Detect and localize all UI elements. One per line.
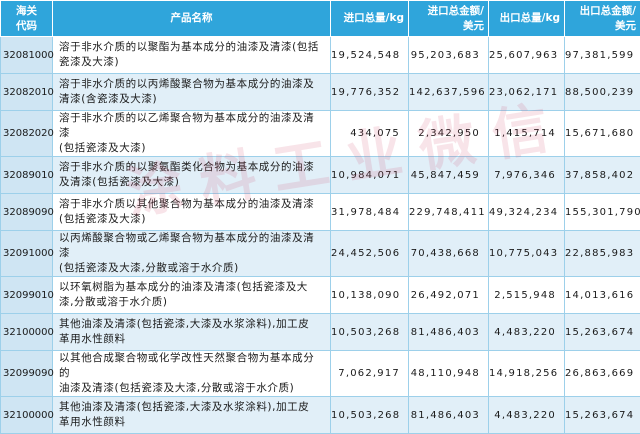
export-volume-cell: 2,515,948 (489, 277, 565, 314)
import-value-cell: 95,203,683 (409, 37, 489, 74)
product-name-cell: 溶于非水介质的以聚氨酯类化合物为基本成分的油漆 及清漆(包括瓷漆及大漆) (53, 157, 331, 194)
import-value-cell: 81,486,403 (409, 397, 489, 434)
import-value-cell: 81,486,403 (409, 314, 489, 351)
import-volume-cell: 24,452,506 (331, 231, 409, 277)
import-volume-cell: 7,062,917 (331, 351, 409, 397)
import-volume-cell: 10,503,268 (331, 397, 409, 434)
import-volume-cell: 19,776,352 (331, 74, 409, 111)
export-value-cell: 15,263,674 (565, 397, 640, 434)
product-name-cell: 以其他合成聚合物或化学改性天然聚合物为基本成分的 油漆及清漆(包括瓷漆及大漆,分… (53, 351, 331, 397)
export-value-cell: 26,863,669 (565, 351, 640, 397)
product-name-cell: 溶于非水介质的以乙烯聚合物为基本成分的油漆及清漆 (包括瓷漆及大漆) (53, 111, 331, 157)
header-export-volume: 出口总量/kg (489, 1, 565, 37)
export-volume-cell: 14,918,256 (489, 351, 565, 397)
import-value-cell: 2,342,950 (409, 111, 489, 157)
export-value-cell: 37,858,402 (565, 157, 640, 194)
table-row: 32099010 以环氧树脂为基本成分的油漆及清漆(包括瓷漆及大 漆,分散或溶于… (1, 277, 640, 314)
header-import-volume: 进口总量/kg (331, 1, 409, 37)
import-volume-cell: 31,978,484 (331, 194, 409, 231)
table-row: 32091000 以丙烯酸聚合物或乙烯聚合物为基本成分的油漆及清漆 (包括瓷漆及… (1, 231, 640, 277)
customs-code-cell: 32100000 (1, 314, 53, 351)
table-row: 32082010 溶于非水介质的以丙烯酸聚合物为基本成分的油漆及 清漆(含瓷漆及… (1, 74, 640, 111)
export-value-cell: 97,381,599 (565, 37, 640, 74)
table-header: 海关 代码 产品名称 进口总量/kg 进口总金额/ 美元 出口总量/kg 出口总… (1, 1, 640, 37)
product-name-cell: 溶于非水介质的以丙烯酸聚合物为基本成分的油漆及 清漆(含瓷漆及大漆) (53, 74, 331, 111)
export-value-cell: 88,500,239 (565, 74, 640, 111)
import-value-cell: 142,637,596 (409, 74, 489, 111)
table-row: 32100000 其他油漆及清漆(包括瓷漆,大漆及水浆涂料),加工皮 革用水性颜… (1, 397, 640, 434)
header-product-name: 产品名称 (53, 1, 331, 37)
import-volume-cell: 19,524,548 (331, 37, 409, 74)
import-volume-cell: 10,138,090 (331, 277, 409, 314)
product-name-cell: 以丙烯酸聚合物或乙烯聚合物为基本成分的油漆及清漆 (包括瓷漆及大漆,分散或溶于水… (53, 231, 331, 277)
product-name-cell: 溶于非水介质的以聚酯为基本成分的油漆及清漆(包括 瓷漆及大漆) (53, 37, 331, 74)
product-name-cell: 以环氧树脂为基本成分的油漆及清漆(包括瓷漆及大 漆,分散或溶于水介质) (53, 277, 331, 314)
table-row: 32082020 溶于非水介质的以乙烯聚合物为基本成分的油漆及清漆 (包括瓷漆及… (1, 111, 640, 157)
header-customs-code: 海关 代码 (1, 1, 53, 37)
customs-code-cell: 32081000 (1, 37, 53, 74)
customs-code-cell: 32091000 (1, 231, 53, 277)
product-name-cell: 溶于非水介质以其他聚合物为基本成分的油漆及清漆 (包括瓷漆及大漆) (53, 194, 331, 231)
header-row: 海关 代码 产品名称 进口总量/kg 进口总金额/ 美元 出口总量/kg 出口总… (1, 1, 640, 37)
export-volume-cell: 25,607,963 (489, 37, 565, 74)
table-body: 32081000 溶于非水介质的以聚酯为基本成分的油漆及清漆(包括 瓷漆及大漆)… (1, 37, 640, 434)
import-value-cell: 229,748,411 (409, 194, 489, 231)
table-row: 32099090 以其他合成聚合物或化学改性天然聚合物为基本成分的 油漆及清漆(… (1, 351, 640, 397)
header-import-value: 进口总金额/ 美元 (409, 1, 489, 37)
export-volume-cell: 4,483,220 (489, 314, 565, 351)
export-volume-cell: 1,415,714 (489, 111, 565, 157)
import-value-cell: 48,110,948 (409, 351, 489, 397)
customs-code-cell: 32100000 (1, 397, 53, 434)
export-value-cell: 14,013,616 (565, 277, 640, 314)
export-volume-cell: 23,062,171 (489, 74, 565, 111)
table-row: 32089090 溶于非水介质以其他聚合物为基本成分的油漆及清漆 (包括瓷漆及大… (1, 194, 640, 231)
import-value-cell: 45,847,459 (409, 157, 489, 194)
export-value-cell: 15,263,674 (565, 314, 640, 351)
import-value-cell: 26,492,071 (409, 277, 489, 314)
import-volume-cell: 10,503,268 (331, 314, 409, 351)
customs-code-cell: 32089010 (1, 157, 53, 194)
export-volume-cell: 7,976,346 (489, 157, 565, 194)
header-export-value: 出口总金额/ 美元 (565, 1, 640, 37)
export-volume-cell: 49,324,234 (489, 194, 565, 231)
export-volume-cell: 10,775,043 (489, 231, 565, 277)
customs-code-cell: 32082010 (1, 74, 53, 111)
import-volume-cell: 10,984,071 (331, 157, 409, 194)
product-name-cell: 其他油漆及清漆(包括瓷漆,大漆及水浆涂料),加工皮 革用水性颜料 (53, 314, 331, 351)
customs-code-cell: 32099010 (1, 277, 53, 314)
customs-code-cell: 32099090 (1, 351, 53, 397)
import-volume-cell: 434,075 (331, 111, 409, 157)
export-volume-cell: 4,483,220 (489, 397, 565, 434)
export-value-cell: 15,671,680 (565, 111, 640, 157)
table-row: 32089010 溶于非水介质的以聚氨酯类化合物为基本成分的油漆 及清漆(包括瓷… (1, 157, 640, 194)
export-value-cell: 22,885,983 (565, 231, 640, 277)
customs-code-cell: 32082020 (1, 111, 53, 157)
import-value-cell: 70,438,668 (409, 231, 489, 277)
customs-code-cell: 32089090 (1, 194, 53, 231)
table-row: 32081000 溶于非水介质的以聚酯为基本成分的油漆及清漆(包括 瓷漆及大漆)… (1, 37, 640, 74)
product-name-cell: 其他油漆及清漆(包括瓷漆,大漆及水浆涂料),加工皮 革用水性颜料 (53, 397, 331, 434)
table-row: 32100000 其他油漆及清漆(包括瓷漆,大漆及水浆涂料),加工皮 革用水性颜… (1, 314, 640, 351)
export-value-cell: 155,301,790 (565, 194, 640, 231)
